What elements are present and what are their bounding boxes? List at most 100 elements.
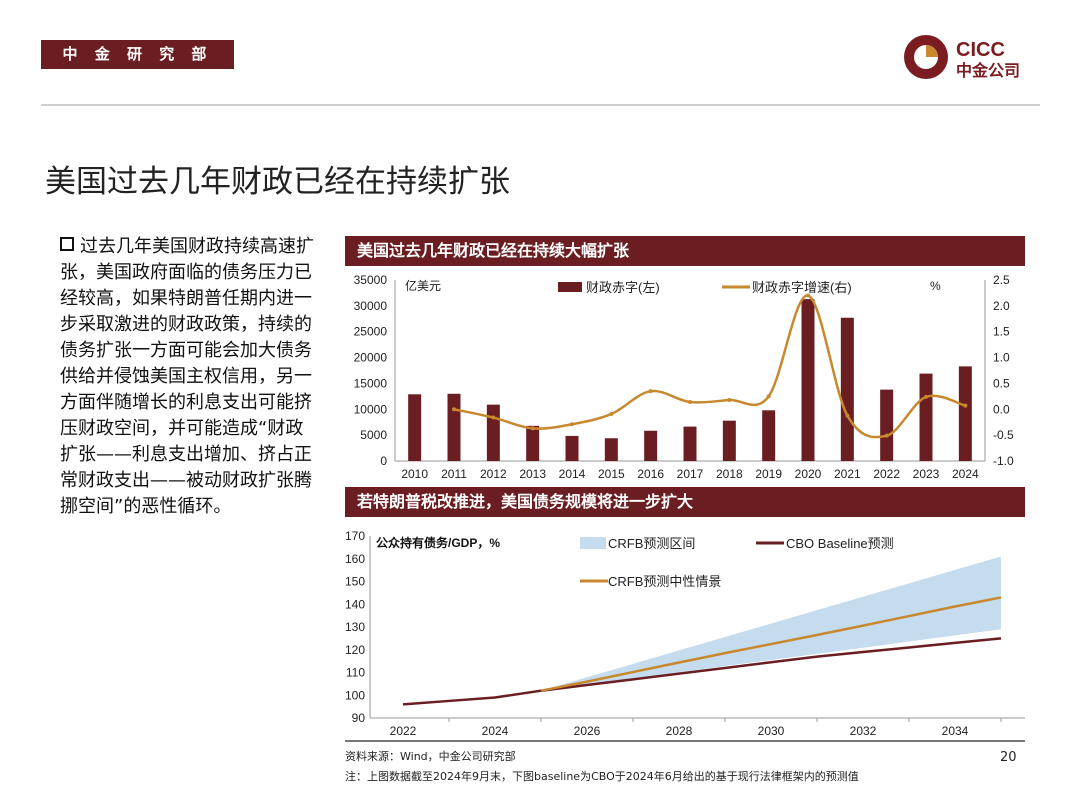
x-tick-label: 2015 — [598, 467, 625, 481]
chart1-title: 美国过去几年财政已经在持续大幅扩张 — [345, 236, 1025, 266]
x-tick-label: 2028 — [666, 724, 693, 738]
deficit-bar — [408, 394, 422, 461]
x-tick-label: 2011 — [441, 467, 467, 481]
growth-point — [806, 293, 810, 298]
y-right-tick-label: 0.0 — [993, 402, 1010, 416]
growth-point — [963, 403, 968, 408]
growth-point — [766, 394, 771, 399]
legend-band-swatch — [580, 537, 606, 549]
deficit-bar — [919, 373, 933, 461]
debt-chart: 90 100 110 120 130 140 150 160 170 2022 2024 2026 20… — [345, 529, 1025, 738]
deficit-bar — [801, 299, 815, 461]
x-tick-label: 2022 — [873, 467, 900, 481]
x-tick-label: 2024 — [952, 467, 979, 481]
y-left-tick-label: 5000 — [360, 428, 387, 442]
y-tick-label: 150 — [345, 575, 365, 589]
growth-point — [648, 389, 653, 394]
x-tick-label: 2020 — [795, 467, 822, 481]
cicc-logo: CICC 中金公司 — [904, 35, 1020, 80]
header-divider — [41, 104, 1040, 106]
x-tick-label: 2021 — [834, 467, 861, 481]
left-unit-label: 亿美元 — [405, 278, 441, 293]
y-tick-label: 160 — [345, 552, 365, 566]
y-right-tick-label: 0.5 — [993, 376, 1010, 390]
legend-crfb-label: CRFB预测中性情景 — [608, 574, 721, 589]
x-tick-label: 2018 — [716, 467, 743, 481]
growth-point — [452, 407, 456, 412]
y-left-tick-label: 20000 — [354, 351, 388, 365]
x-tick-label: 2034 — [942, 724, 969, 738]
y-left-tick-label: 25000 — [354, 325, 388, 339]
crfb-neutral-line — [540, 596, 1002, 692]
page-number: 20 — [1000, 750, 1017, 765]
legend-cbo-label: CBO Baseline预测 — [786, 536, 894, 551]
x-tick-label: 2014 — [559, 467, 586, 481]
x-tick-label: 2017 — [677, 467, 704, 481]
y-tick-label: 120 — [345, 643, 365, 657]
legend-bar-label: 财政赤字(左) — [586, 280, 660, 295]
deficit-bar — [880, 389, 894, 461]
growth-point — [845, 413, 850, 418]
deficit-bar — [958, 366, 972, 461]
growth-point — [609, 411, 614, 416]
growth-point — [570, 422, 574, 427]
y-axis-label: 公众持有债务/GDP，% — [376, 535, 500, 550]
svg-text:CICC: CICC — [956, 39, 1005, 61]
y-tick-label: 130 — [345, 620, 365, 634]
square-bullet-icon — [60, 237, 74, 251]
y-right-tick-label: 1.5 — [993, 325, 1010, 339]
x-tick-label: 2022 — [390, 724, 417, 738]
y-left-tick-label: 30000 — [354, 299, 388, 313]
x-tick-label: 2026 — [574, 724, 601, 738]
y-tick-label: 110 — [346, 666, 365, 680]
growth-point — [688, 400, 692, 405]
note-text: 注：上图数据截至2024年9月末，下图baseline为CBO于2024年6月给… — [345, 770, 859, 783]
y-left-tick-label: 15000 — [354, 376, 388, 390]
x-tick-label: 2032 — [850, 724, 877, 738]
y-tick-label: 140 — [345, 597, 365, 611]
chart2-title: 若特朗普税改推进，美国债务规模将进一步扩大 — [345, 487, 1025, 517]
deficit-bar — [604, 438, 618, 461]
y-tick-label: 170 — [345, 529, 365, 543]
x-tick-label: 2019 — [755, 467, 782, 481]
page-title: 美国过去几年财政已经在持续扩张 — [45, 164, 510, 200]
deficit-bar — [683, 426, 697, 461]
y-left-tick-label: 10000 — [354, 402, 388, 416]
x-tick-label: 2012 — [480, 467, 507, 481]
y-right-tick-label: 1.0 — [993, 351, 1010, 365]
y-right-tick-label: -0.5 — [993, 428, 1014, 442]
x-tick-label: 2030 — [758, 724, 785, 738]
deficit-bar — [565, 435, 579, 461]
x-tick-label: 2023 — [913, 467, 940, 481]
body-text: 过去几年美国财政持续高速扩张，美国政府面临的债务压力已经较高，如果特朗普任期内进… — [60, 234, 315, 520]
deficit-chart: 0 5000 10000 15000 20000 25000 30000 35000 -1.0 -… — [354, 273, 1014, 481]
y-right-tick-label: 2.5 — [993, 273, 1010, 287]
deficit-bar — [722, 420, 736, 461]
body-paragraph: 过去几年美国财政持续高速扩张，美国政府面临的债务压力已经较高，如果特朗普任期内进… — [60, 236, 314, 517]
deficit-bar — [644, 430, 658, 461]
growth-point — [924, 394, 928, 399]
growth-point — [530, 426, 535, 431]
department-label: 中 金 研 究 部 — [41, 40, 234, 69]
y-right-tick-label: -1.0 — [993, 454, 1014, 468]
legend-line-label: 财政赤字增速(右) — [752, 280, 852, 295]
growth-point — [491, 415, 496, 420]
x-tick-label: 2010 — [401, 467, 428, 481]
y-tick-label: 90 — [352, 711, 366, 725]
cbo-baseline-line — [402, 637, 1002, 706]
source-text: 资料来源：Wind，中金公司研究部 — [345, 750, 516, 763]
x-tick-label: 2024 — [482, 724, 509, 738]
growth-point — [884, 433, 889, 438]
deficit-bar — [486, 404, 500, 461]
x-tick-label: 2016 — [637, 467, 664, 481]
growth-point — [727, 397, 732, 402]
y-left-tick-label: 0 — [380, 454, 387, 468]
y-right-tick-label: 2.0 — [993, 299, 1010, 313]
deficit-bar — [526, 425, 540, 461]
deficit-bar — [447, 393, 461, 461]
legend-bar-swatch — [558, 282, 582, 292]
deficit-bar — [762, 410, 776, 461]
right-unit-label: % — [930, 279, 941, 293]
legend-band-label: CRFB预测区间 — [608, 536, 695, 551]
deficit-bar — [840, 317, 854, 461]
